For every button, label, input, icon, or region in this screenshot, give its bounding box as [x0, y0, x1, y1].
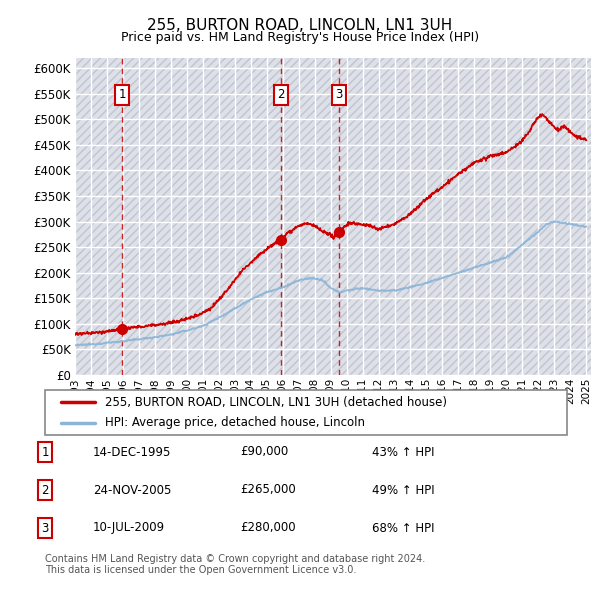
Text: 255, BURTON ROAD, LINCOLN, LN1 3UH: 255, BURTON ROAD, LINCOLN, LN1 3UH	[148, 18, 452, 32]
Text: £265,000: £265,000	[240, 483, 296, 497]
Text: 3: 3	[41, 522, 49, 535]
Text: 1: 1	[118, 88, 126, 101]
Text: Contains HM Land Registry data © Crown copyright and database right 2024.
This d: Contains HM Land Registry data © Crown c…	[45, 553, 425, 575]
Text: HPI: Average price, detached house, Lincoln: HPI: Average price, detached house, Linc…	[105, 417, 365, 430]
Text: 14-DEC-1995: 14-DEC-1995	[93, 445, 172, 458]
Text: 68% ↑ HPI: 68% ↑ HPI	[372, 522, 434, 535]
Text: 2: 2	[41, 483, 49, 497]
Text: 255, BURTON ROAD, LINCOLN, LN1 3UH (detached house): 255, BURTON ROAD, LINCOLN, LN1 3UH (deta…	[105, 396, 447, 409]
Text: 10-JUL-2009: 10-JUL-2009	[93, 522, 165, 535]
Text: 24-NOV-2005: 24-NOV-2005	[93, 483, 172, 497]
Text: 49% ↑ HPI: 49% ↑ HPI	[372, 483, 434, 497]
Text: £280,000: £280,000	[240, 522, 296, 535]
Text: 2: 2	[277, 88, 285, 101]
Text: 43% ↑ HPI: 43% ↑ HPI	[372, 445, 434, 458]
Text: Price paid vs. HM Land Registry's House Price Index (HPI): Price paid vs. HM Land Registry's House …	[121, 31, 479, 44]
Text: 3: 3	[335, 88, 343, 101]
Text: £90,000: £90,000	[240, 445, 288, 458]
Text: 1: 1	[41, 445, 49, 458]
